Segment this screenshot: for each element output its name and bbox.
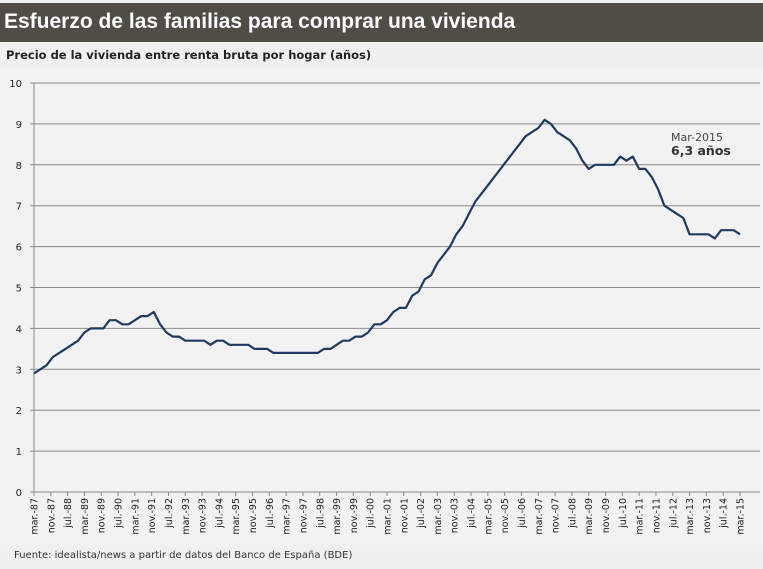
x-tick-label: nov.-97: [298, 498, 309, 533]
x-tick-label: mar.-93: [181, 498, 192, 535]
x-tick-label: nov.-99: [349, 498, 360, 533]
y-tick-label: 3: [16, 365, 22, 376]
x-tick-label: jul.-08: [567, 498, 578, 529]
x-tick-label: jul.-12: [668, 498, 679, 529]
x-tick-label: jul.-00: [366, 498, 377, 529]
x-tick-label: mar.-09: [584, 498, 595, 535]
y-tick-label: 2: [16, 406, 22, 417]
x-tick-label: mar.-99: [332, 498, 343, 535]
x-tick-label: mar.-15: [736, 498, 747, 535]
x-tick-label: nov.-93: [198, 498, 209, 533]
x-tick-label: jul.-96: [265, 498, 276, 529]
x-tick-label: nov.-87: [46, 498, 57, 533]
x-tick-label: mar.-13: [685, 498, 696, 535]
x-tick-label: nov.-05: [500, 498, 511, 533]
source-note: Fuente: idealista/news a partir de datos…: [14, 550, 353, 561]
x-tick-label: nov.-13: [702, 498, 713, 533]
x-tick-label: mar.-11: [635, 498, 646, 535]
x-tick-label: jul.-92: [164, 498, 175, 529]
y-tick-label: 9: [16, 120, 22, 131]
x-tick-label: jul.-10: [618, 498, 629, 529]
chart-area: [0, 70, 763, 545]
x-tick-label: mar.-97: [282, 498, 293, 535]
x-tick-label: jul.-98: [315, 498, 326, 529]
x-tick-label: nov.-03: [450, 498, 461, 533]
y-tick-label: 1: [16, 447, 22, 458]
x-tick-label: mar.-05: [483, 498, 494, 535]
x-tick-label: mar.-89: [80, 498, 91, 535]
y-tick-label: 10: [9, 79, 22, 90]
chart-subtitle: Precio de la vivienda entre renta bruta …: [6, 48, 372, 62]
x-tick-label: nov.-91: [147, 498, 158, 533]
y-tick-label: 4: [16, 324, 22, 335]
x-tick-label: nov.-01: [399, 498, 410, 533]
x-tick-label: mar.-03: [433, 498, 444, 535]
x-tick-label: nov.-11: [651, 498, 662, 533]
annotation-date: Mar-2015: [671, 131, 723, 144]
x-tick-label: jul.-04: [467, 498, 478, 529]
page-title: Esfuerzo de las familias para comprar un…: [4, 10, 516, 33]
x-tick-label: jul.-06: [517, 498, 528, 529]
x-tick-label: nov.-09: [601, 498, 612, 533]
x-tick-label: mar.-91: [130, 498, 141, 535]
x-tick-label: nov.-95: [248, 498, 259, 533]
x-tick-label: mar.-07: [534, 498, 545, 535]
y-tick-label: 7: [16, 202, 22, 213]
x-tick-label: nov.-89: [97, 498, 108, 533]
x-tick-label: jul.-02: [416, 498, 427, 529]
y-tick-label: 8: [16, 161, 22, 172]
title-bar: Esfuerzo de las familias para comprar un…: [0, 3, 763, 42]
annotation-value: 6,3 años: [671, 143, 731, 158]
x-tick-label: mar.-01: [383, 498, 394, 535]
y-tick-label: 6: [16, 243, 22, 254]
x-tick-label: jul.-94: [214, 498, 225, 529]
x-tick-label: nov.-07: [551, 498, 562, 533]
x-tick-label: jul.-88: [63, 498, 74, 529]
x-tick-label: jul.-14: [719, 498, 730, 529]
x-tick-label: mar.-87: [30, 498, 41, 535]
y-tick-label: 5: [16, 284, 22, 295]
series-line: [33, 118, 741, 375]
x-tick-label: jul.-90: [114, 498, 125, 529]
x-tick-label: mar.-95: [231, 498, 242, 535]
y-tick-label: 0: [16, 488, 22, 499]
